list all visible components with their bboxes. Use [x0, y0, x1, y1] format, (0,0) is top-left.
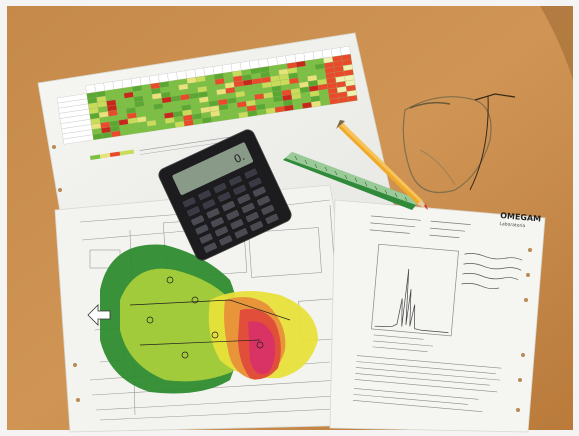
table-header-cell [158, 73, 169, 83]
calculator-key [249, 220, 264, 232]
calculator-key [210, 216, 225, 228]
calculator: 0. [158, 129, 292, 261]
calculator-key [245, 211, 260, 223]
table-header-cell [330, 47, 342, 58]
site-map-sheet [54, 184, 371, 433]
calculator-key [225, 209, 240, 221]
table-header-cell [276, 55, 288, 66]
table-cell [347, 95, 358, 102]
calculator-key [228, 175, 243, 187]
table-header-cell [103, 81, 115, 92]
calculator-key [197, 189, 212, 201]
desk-corner-shadow [540, 6, 573, 80]
calculator-display [172, 142, 253, 195]
zone-lightgreen [120, 268, 242, 382]
calculator-key [203, 241, 218, 254]
chromatogram [371, 243, 459, 337]
table-header-cell [303, 51, 315, 62]
table-header-cell [267, 56, 278, 67]
calculator-key [241, 202, 256, 214]
table-header-cell [203, 66, 215, 77]
calculator-key [236, 193, 251, 205]
calculator-key [182, 196, 197, 208]
calculator-key [218, 234, 233, 247]
glasses [402, 93, 516, 194]
calculator-key [206, 207, 221, 219]
table-header-cell [194, 67, 206, 78]
colored-table [56, 46, 358, 145]
calculator-key [234, 227, 249, 239]
calculator-key [229, 218, 245, 230]
table-header-cell [249, 59, 260, 70]
calculator-key [217, 191, 232, 203]
table-header-cell [212, 65, 224, 75]
calculator-key [264, 213, 280, 225]
calculator-key [256, 195, 271, 207]
table-header-cell [294, 52, 306, 63]
lab-logo-subtext: Laboratoria [499, 221, 526, 229]
calculator-key [199, 232, 214, 245]
lab-report-sheet: OMEGAM Laboratoria [329, 199, 546, 433]
table-header-cell [176, 70, 187, 81]
calculator-key [232, 184, 247, 196]
calculator-key [243, 167, 258, 180]
table-header-cell [221, 63, 233, 74]
table-header-cell [130, 77, 142, 87]
calculator-keypad [182, 167, 280, 254]
table-header-cell [185, 69, 197, 79]
calculator-key [194, 223, 209, 236]
calculator-key [260, 204, 275, 216]
calculator-key [248, 176, 263, 189]
lab-logo: OMEGAM Laboratoria [499, 211, 542, 229]
table-header-cell [312, 50, 324, 60]
table-header-cell [149, 74, 160, 85]
calculator-key [252, 186, 267, 198]
table-legend [90, 135, 239, 160]
table-header-cell [85, 84, 96, 94]
handwritten-note [461, 253, 523, 290]
table-header-cell [321, 48, 333, 59]
table-header-cell [239, 61, 251, 71]
calculator-key [201, 198, 216, 210]
table-header-cell [285, 54, 297, 64]
table-header-cell [121, 78, 133, 89]
calculator-key [212, 182, 228, 194]
calculator-key [190, 214, 205, 227]
table-header-cell [139, 75, 151, 86]
table-header-cell [94, 82, 106, 93]
calculator-key [186, 205, 201, 217]
table-header-cell [340, 46, 351, 56]
table-header-cell [112, 80, 124, 90]
calculator-display-value: 0. [232, 150, 247, 166]
calculator-key [221, 200, 236, 212]
pencil [336, 120, 428, 210]
calculator-key [214, 225, 229, 237]
north-arrow-icon [87, 304, 111, 326]
table-header-cell [230, 62, 242, 72]
table-header-cell [167, 71, 178, 82]
table-header-cell [258, 58, 269, 68]
lab-logo-text: OMEGAM [500, 211, 542, 224]
ruler [283, 152, 420, 210]
